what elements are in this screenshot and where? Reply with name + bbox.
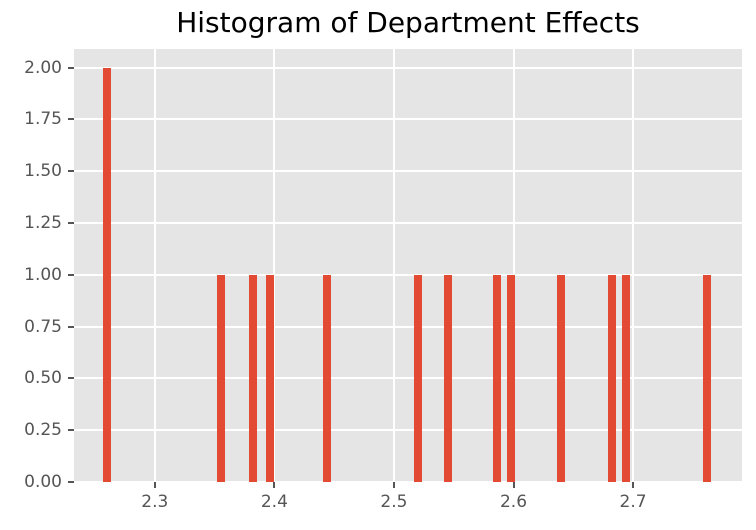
histogram-bar [322,274,331,482]
y-tick-label: 1.00 [24,264,62,285]
x-gridline [512,49,515,482]
histogram-bar [557,274,566,482]
x-tick-label: 2.6 [499,492,528,512]
x-tick-mark [392,482,395,488]
histogram-bar [621,274,630,482]
x-tick-label: 2.5 [380,492,408,512]
histogram-bar [265,274,274,482]
y-tick-mark [68,325,74,328]
y-tick-label: 0.50 [24,368,62,389]
y-gridline [74,429,742,432]
histogram-bar [102,67,111,482]
x-tick-mark [512,482,515,488]
y-tick-label: 2.00 [24,57,62,78]
y-tick-label: 0.25 [24,420,62,441]
histogram-bar [216,274,225,482]
histogram-bar [492,274,501,482]
y-gridline [74,273,742,276]
plot-area [74,49,742,482]
y-gridline [74,325,742,328]
x-gridline [632,49,635,482]
y-gridline [74,377,742,380]
y-tick-label: 0.00 [24,472,62,492]
y-tick-mark [68,222,74,225]
histogram-bar [248,274,257,482]
x-gridline [392,49,395,482]
histogram-bar [443,274,452,482]
y-gridline [74,222,742,225]
y-tick-label: 1.25 [24,213,62,234]
y-gridline [74,170,742,173]
x-tick-label: 2.4 [260,492,288,512]
y-tick-mark [68,66,74,69]
chart-title: Histogram of Department Effects [176,6,640,39]
y-tick-mark [68,170,74,173]
x-tick-mark [273,482,276,488]
x-tick-label: 2.7 [619,492,647,512]
y-gridline [74,481,742,482]
histogram-bar [507,274,516,482]
x-tick-label: 2.3 [141,492,169,512]
y-tick-label: 1.50 [24,161,62,182]
histogram-bar [607,274,616,482]
y-gridline [74,66,742,69]
x-tick-mark [632,482,635,488]
y-tick-mark [68,273,74,276]
y-tick-mark [68,118,74,121]
y-tick-label: 0.75 [24,316,62,337]
x-tick-mark [153,482,156,488]
y-tick-label: 1.75 [24,109,62,130]
histogram-bar [413,274,422,482]
y-gridline [74,118,742,121]
y-tick-mark [68,429,74,432]
x-gridline [273,49,276,482]
x-gridline [153,49,156,482]
histogram-bar [703,274,712,482]
y-tick-mark [68,377,74,380]
y-tick-mark [68,481,74,483]
